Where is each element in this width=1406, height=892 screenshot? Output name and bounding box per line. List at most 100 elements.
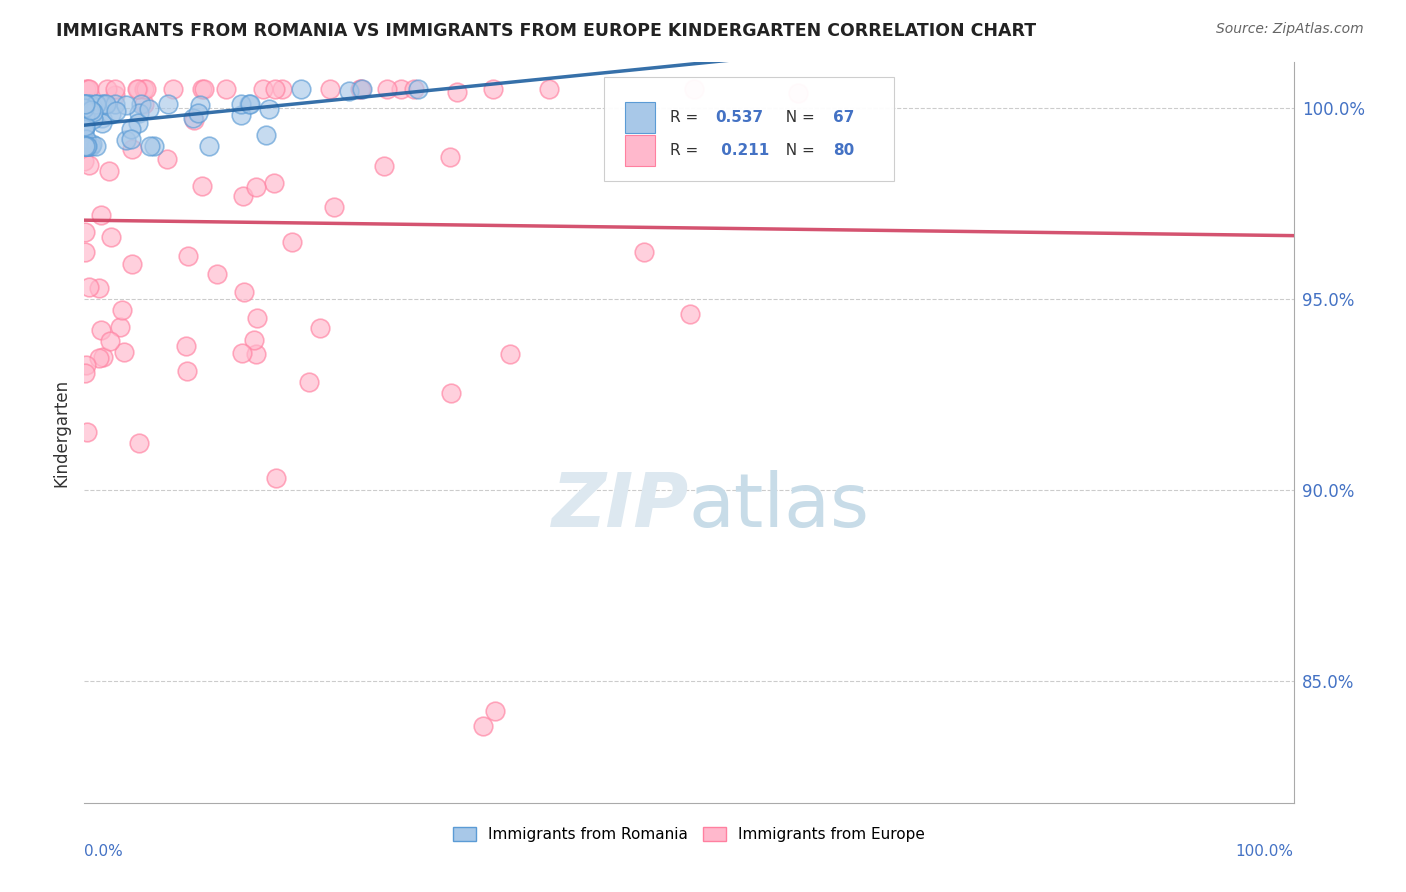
Point (128, 106, 150, 120)
Point (339, 84, 361, 98)
Point (193, 82, 215, 96)
Point (134, 82, 156, 96)
Point (120, 132, 142, 146)
Point (349, 82, 371, 96)
Text: N =: N = (776, 143, 820, 158)
Point (162, 82, 184, 96)
Point (257, 103, 280, 117)
Point (89, 281, 111, 295)
Point (127, 82, 149, 96)
Point (98, 334, 121, 349)
Point (97, 164, 120, 178)
Point (104, 82, 127, 96)
Point (177, 249, 200, 263)
Point (238, 97, 260, 112)
Point (373, 159, 395, 173)
Point (246, 310, 269, 325)
Point (80, 103, 103, 117)
Point (143, 139, 166, 153)
Point (76, 139, 98, 153)
Point (96, 97, 118, 112)
Point (121, 142, 143, 156)
Point (79, 158, 101, 172)
Point (76, 425, 98, 439)
Point (73, 97, 96, 112)
Point (114, 133, 136, 147)
Point (73, 139, 96, 153)
Point (73, 122, 96, 136)
Text: 0.537: 0.537 (716, 110, 763, 125)
Point (91, 97, 114, 112)
Point (633, 244, 655, 259)
Point (439, 150, 461, 164)
Point (110, 319, 132, 334)
Point (243, 333, 266, 347)
Point (73, 245, 96, 260)
Point (290, 82, 312, 96)
Point (537, 82, 560, 96)
Text: 100.0%: 100.0% (1236, 844, 1294, 858)
Point (176, 364, 198, 378)
Point (239, 97, 262, 112)
Point (115, 98, 138, 112)
Point (127, 116, 149, 130)
Point (439, 385, 461, 400)
Point (121, 257, 143, 271)
Point (100, 107, 122, 121)
Legend: Immigrants from Romania, Immigrants from Europe: Immigrants from Romania, Immigrants from… (447, 821, 931, 848)
Point (156, 152, 179, 166)
Point (263, 82, 285, 96)
Point (91, 116, 114, 130)
Point (245, 180, 267, 194)
Point (90, 208, 112, 222)
Point (76, 139, 98, 153)
Point (90, 323, 112, 337)
Point (683, 82, 706, 96)
Point (271, 82, 294, 96)
Point (93, 97, 115, 112)
Text: ZIP: ZIP (551, 470, 689, 543)
Point (80, 139, 103, 153)
Point (499, 347, 522, 361)
Text: 67: 67 (832, 110, 855, 125)
Text: atlas: atlas (689, 470, 870, 543)
Point (75, 105, 97, 120)
Point (679, 307, 702, 321)
Point (264, 471, 287, 485)
FancyBboxPatch shape (605, 78, 894, 181)
Point (75, 138, 97, 153)
Point (73, 109, 96, 123)
Point (174, 339, 197, 353)
Point (472, 719, 495, 733)
Point (87, 351, 110, 365)
Point (73, 120, 96, 134)
Point (205, 268, 228, 282)
Point (323, 200, 346, 214)
Point (308, 321, 330, 335)
Point (79, 139, 101, 153)
Point (128, 436, 150, 450)
FancyBboxPatch shape (624, 135, 655, 166)
Point (75, 137, 97, 152)
Point (129, 97, 152, 112)
Point (215, 82, 238, 96)
Point (183, 112, 205, 127)
Point (298, 375, 321, 389)
Point (80, 137, 103, 152)
Point (82, 104, 104, 119)
Text: 0.0%: 0.0% (84, 844, 124, 858)
Point (229, 97, 252, 112)
Point (86, 97, 108, 112)
Point (127, 82, 149, 96)
Point (254, 128, 277, 142)
Point (481, 82, 503, 96)
Point (75, 82, 97, 96)
Text: IMMIGRANTS FROM ROMANIA VS IMMIGRANTS FROM EUROPE KINDERGARTEN CORRELATION CHART: IMMIGRANTS FROM ROMANIA VS IMMIGRANTS FR… (56, 22, 1036, 40)
Point (75, 139, 97, 153)
Point (132, 96, 155, 111)
Point (135, 82, 157, 96)
FancyBboxPatch shape (624, 102, 655, 133)
Point (100, 229, 122, 244)
Point (73, 139, 96, 153)
Y-axis label: Kindergarten: Kindergarten (52, 378, 70, 487)
